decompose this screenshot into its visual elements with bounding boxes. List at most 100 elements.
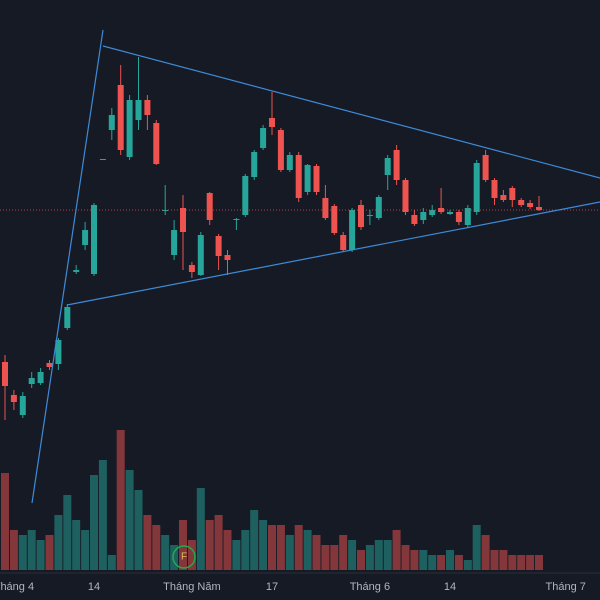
candle-body	[180, 208, 186, 232]
candle-body	[99, 159, 106, 160]
candle-body	[509, 188, 516, 200]
volume-bar	[419, 550, 428, 570]
volume-bar	[98, 460, 107, 570]
candle-body	[117, 85, 124, 150]
volume-bar	[463, 560, 472, 570]
price-pane	[2, 57, 542, 420]
candle-body	[304, 165, 311, 192]
candle-body	[358, 205, 364, 227]
candle-body	[46, 363, 53, 367]
volume-bar	[63, 495, 72, 570]
x-tick-label: 17	[266, 581, 278, 593]
trend-line	[66, 201, 600, 306]
volume-bar	[241, 530, 250, 570]
volume-bar	[196, 488, 205, 570]
candle-body	[206, 193, 213, 220]
candle-body	[126, 100, 133, 157]
volume-bar	[1, 473, 9, 570]
x-axis: Tháng 4 14 Tháng Năm 17 Tháng 6 14 Tháng 7	[0, 581, 586, 593]
candle-body	[37, 372, 44, 383]
candle-body	[91, 205, 97, 274]
candle-body	[188, 265, 195, 272]
candle-body	[536, 207, 542, 210]
volume-bar	[187, 540, 196, 570]
volume-bar	[481, 535, 490, 570]
volume-bar	[303, 530, 312, 570]
volume-bar	[259, 520, 268, 570]
volume-bar	[205, 520, 214, 570]
volume-bar	[18, 535, 27, 570]
event-marker[interactable]	[172, 545, 196, 569]
x-tick-label: Tháng 7	[546, 581, 586, 593]
volume-bar	[116, 430, 125, 570]
volume-bar	[223, 530, 232, 570]
x-tick-label: 14	[444, 581, 456, 593]
volume-bar	[437, 555, 446, 570]
candle-body	[322, 198, 329, 218]
trend-line	[31, 29, 104, 504]
candle-body	[402, 180, 409, 212]
candle-body	[153, 123, 160, 164]
candle-body	[455, 212, 462, 222]
candle-body	[2, 362, 8, 386]
volume-bar	[276, 525, 285, 570]
candle-body	[28, 378, 35, 384]
x-tick-label: Tháng Năm	[163, 581, 220, 593]
volume-bar	[374, 540, 383, 570]
candle-body	[482, 155, 489, 180]
candle-body	[108, 115, 115, 130]
volume-bar	[45, 535, 54, 570]
volume-bar	[330, 545, 339, 570]
volume-bar	[107, 555, 116, 570]
candle-body	[260, 128, 267, 148]
x-tick-label: Tháng 4	[0, 581, 34, 593]
volume-bar	[268, 525, 276, 570]
volume-bar	[312, 535, 321, 570]
candle-body	[349, 210, 356, 250]
volume-bar	[357, 550, 365, 570]
candle-body	[64, 307, 71, 328]
candle-body	[420, 212, 427, 220]
candle-body	[295, 155, 302, 198]
volume-bar	[454, 555, 463, 570]
candle-body	[473, 163, 480, 212]
candle-body	[73, 270, 80, 272]
volume-bar	[401, 545, 410, 570]
volume-bar	[365, 545, 374, 570]
candle-body	[197, 235, 204, 275]
candle-body	[171, 230, 178, 255]
volume-bar	[90, 475, 98, 570]
candle-body	[375, 197, 382, 218]
candle-body	[384, 158, 391, 175]
candle-body	[464, 208, 471, 225]
volume-bar	[321, 545, 330, 570]
candle-body	[447, 212, 453, 214]
volume-bar	[410, 550, 419, 570]
candle-body	[518, 200, 525, 205]
candle-body	[233, 219, 240, 220]
volume-bar	[446, 550, 454, 570]
volume-bar	[81, 530, 90, 570]
candle-body	[286, 155, 293, 170]
candle-body	[269, 118, 275, 127]
volume-bar	[508, 555, 517, 570]
volume-bar	[54, 515, 63, 570]
candle-body	[277, 130, 284, 170]
candle-body	[366, 215, 373, 216]
candle-body	[224, 255, 231, 260]
volume-bar	[499, 550, 508, 570]
volume-pane	[1, 430, 543, 570]
volume-bar	[152, 525, 161, 570]
candle-body	[82, 230, 89, 245]
volume-bar	[339, 535, 348, 570]
volume-bar	[232, 540, 241, 570]
volume-bar	[27, 530, 36, 570]
candle-body	[135, 100, 142, 120]
candle-body	[19, 396, 26, 415]
candle-body	[215, 236, 222, 256]
candle-body	[500, 195, 507, 200]
candle-body	[429, 210, 436, 215]
volume-bar	[36, 540, 45, 570]
volume-bar	[134, 490, 143, 570]
